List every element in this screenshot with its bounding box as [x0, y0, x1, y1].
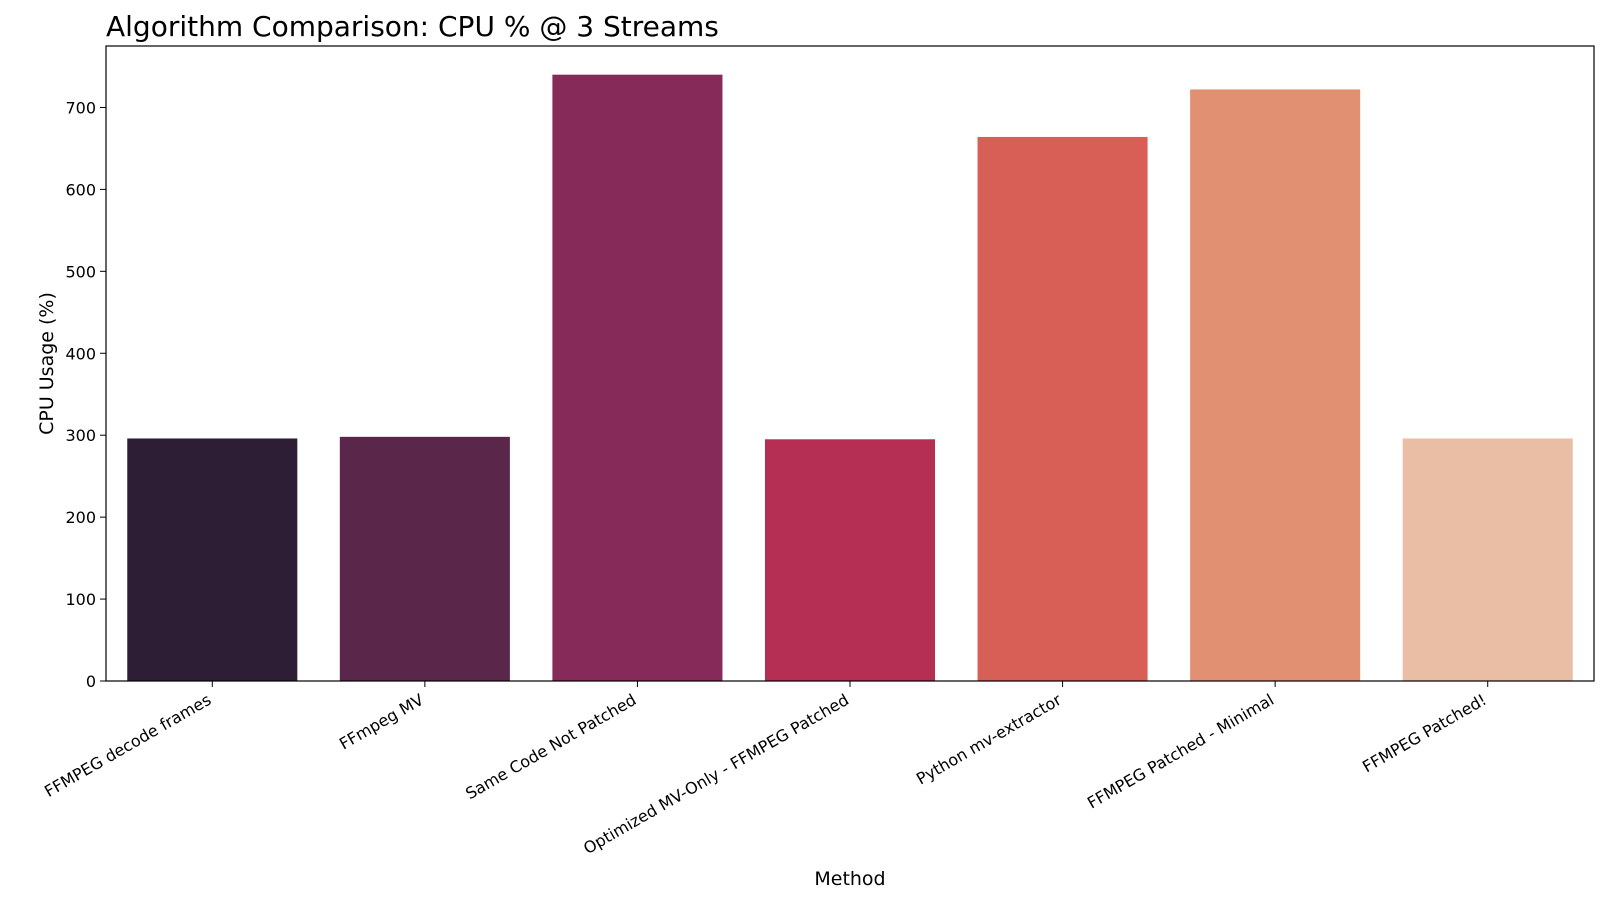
bar-0 [127, 438, 298, 681]
y-tick-label-700: 700 [65, 98, 96, 117]
x-tick-label-0: FFMPEG decode frames [41, 690, 214, 801]
x-axis-label: Method [814, 868, 885, 890]
y-tick-label-300: 300 [65, 426, 96, 445]
y-tick-label-400: 400 [65, 344, 96, 363]
y-tick-label-0: 0 [86, 672, 96, 691]
chart-title: Algorithm Comparison: CPU % @ 3 Streams [106, 10, 719, 43]
bars-group [127, 74, 1573, 682]
bar-3 [764, 439, 936, 681]
y-tick-label-100: 100 [65, 590, 96, 609]
bar-6 [1402, 438, 1573, 681]
x-tick-label-5: FFMPEG Patched - Minimal [1084, 690, 1277, 812]
y-axis: 0 100 200 300 400 500 600 700 [65, 98, 106, 691]
y-tick-label-600: 600 [65, 180, 96, 199]
x-tick-label-6: FFMPEG Patched! [1359, 690, 1490, 776]
bar-5 [1190, 89, 1361, 682]
bar-1 [339, 436, 510, 681]
y-tick-label-200: 200 [65, 508, 96, 527]
bar-2 [552, 74, 723, 682]
y-tick-label-500: 500 [65, 262, 96, 281]
bar-4 [977, 136, 1148, 681]
x-tick-label-2: Same Code Not Patched [462, 690, 639, 803]
y-axis-label: CPU Usage (%) [36, 292, 58, 435]
x-axis: FFMPEG decode frames FFmpeg MV Same Code N… [41, 681, 1490, 858]
x-tick-label-1: FFmpeg MV [336, 690, 427, 753]
x-tick-label-4: Python mv-extractor [913, 690, 1065, 789]
